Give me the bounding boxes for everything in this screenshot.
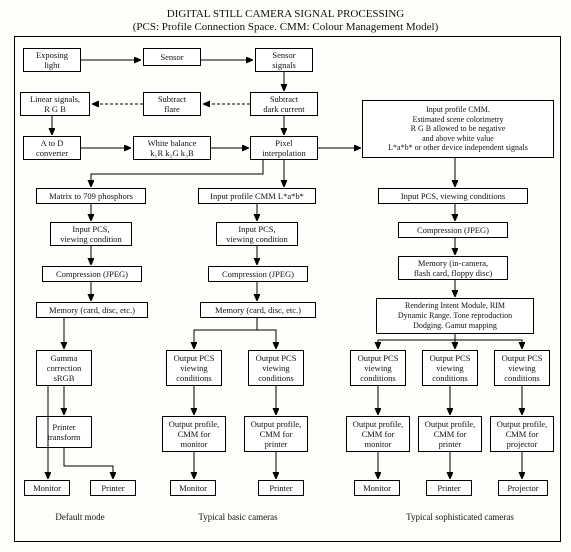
node-out-cmm-printer-s: Output profile,CMM forprinter [418, 416, 482, 452]
node-projector3: Projector [498, 480, 548, 496]
node-monitor3: Monitor [354, 480, 400, 496]
node-input-pcs-mid: Input PCS,viewing condition [216, 222, 298, 246]
node-printer2: Printer [258, 480, 304, 496]
node-input-pcs-right: Input PCS, viewing conditions [378, 188, 528, 204]
node-input-profile-lab: Input profile CMM L*a*b* [198, 188, 316, 204]
node-out-cmm-monitor-s: Output profile,CMM formonitor [346, 416, 410, 452]
node-out-cmm-printer-b: Output profile,CMM forprinter [244, 416, 308, 452]
diagram-title: DIGITAL STILL CAMERA SIGNAL PROCESSING (… [0, 8, 571, 34]
node-exposing-light: Exposinglight [23, 48, 81, 72]
node-compression-mid: Compression (JPEG) [208, 266, 308, 282]
node-out-pcs-s2: Output PCSviewingconditions [422, 350, 478, 386]
node-out-pcs-b2: Output PCSviewingconditions [248, 350, 304, 386]
node-sensor: Sensor [143, 48, 201, 66]
node-input-profile-large: Input profile CMM.Estimated scene colori… [362, 100, 554, 158]
node-printer1: Printer [90, 480, 136, 496]
node-gamma-srgb: GammacorrectionsRGB [36, 350, 92, 386]
caption-basic: Typical basic cameras [178, 512, 298, 522]
node-monitor1: Monitor [24, 480, 70, 496]
title-line2: (PCS: Profile Connection Space. CMM: Col… [133, 21, 439, 33]
node-linear-signals: Linear signals,R G B [20, 92, 90, 116]
caption-default: Default mode [40, 512, 120, 522]
node-a-to-d: A to Dconverter [23, 136, 81, 160]
node-printer-transform: Printertransform [36, 416, 92, 448]
title-line1: DIGITAL STILL CAMERA SIGNAL PROCESSING [167, 8, 404, 20]
node-subtract-dark: Subtractdark current [250, 92, 318, 116]
node-printer3: Printer [426, 480, 472, 496]
node-subtract-flare: Subtractflare [143, 92, 201, 116]
node-out-pcs-s1: Output PCSviewingconditions [350, 350, 406, 386]
node-out-pcs-b1: Output PCSviewingconditions [166, 350, 222, 386]
node-sensor-signals: Sensorsignals [255, 48, 313, 72]
node-memory-left: Memory (card, disc, etc.) [36, 302, 148, 318]
node-memory-mid: Memory (card, disc, etc.) [200, 302, 316, 318]
node-out-cmm-monitor-b: Output profile,CMM formonitor [162, 416, 226, 452]
node-compression-left: Compression (JPEG) [42, 266, 142, 282]
node-input-pcs-left: Input PCS,viewing condition [50, 222, 132, 246]
node-out-pcs-s3: Output PCSviewingconditions [494, 350, 550, 386]
node-monitor2: Monitor [170, 480, 216, 496]
node-rendering-intent: Rendering Intent Module, RIMDynamic Rang… [376, 298, 534, 334]
node-compression-right: Compression (JPEG) [398, 222, 508, 238]
node-white-balance: White balancek₁R k₂G k₃B [133, 136, 211, 160]
node-matrix709: Matrix to 709 phosphors [36, 188, 146, 204]
node-out-cmm-projector-s: Output profile,CMM forprojector [490, 416, 554, 452]
node-memory-right: Memory (in-camera,flash card, floppy dis… [398, 256, 508, 280]
node-pixel-interp: Pixelinterpolation [250, 136, 318, 160]
caption-soph: Typical sophisticated cameras [380, 512, 540, 522]
